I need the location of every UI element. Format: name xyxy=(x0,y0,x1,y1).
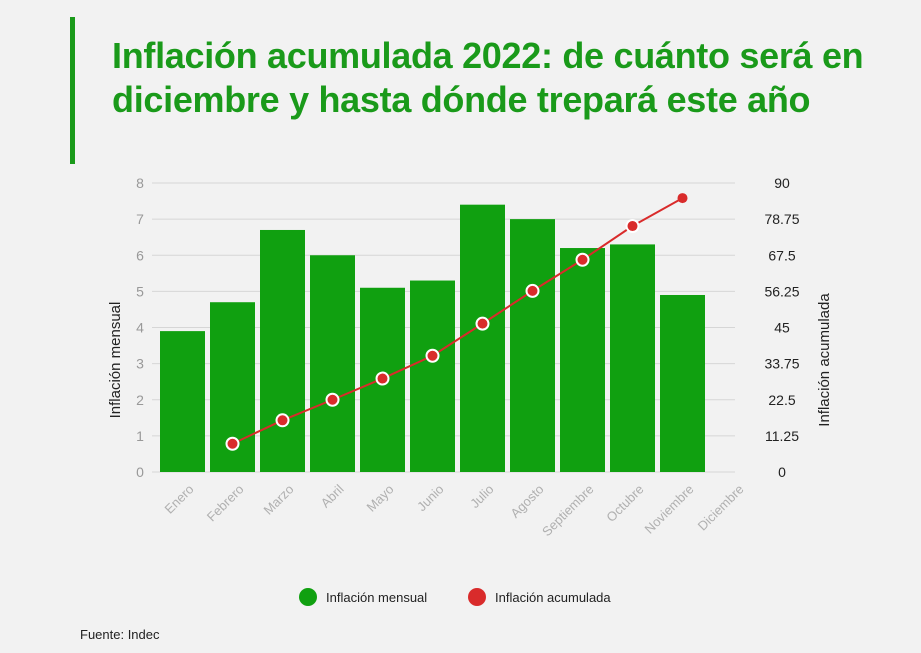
y-tick-label-left: 7 xyxy=(136,211,144,227)
x-tick-label: Diciembre xyxy=(695,482,747,534)
bar-octubre xyxy=(610,244,655,472)
source-note: Fuente: Indec xyxy=(80,627,160,642)
bar-agosto xyxy=(510,219,555,472)
y-tick-label-right: 11.25 xyxy=(765,428,799,444)
x-tick-label: Mayo xyxy=(364,482,397,515)
line-point xyxy=(275,413,290,428)
y-tick-label-right: 56.25 xyxy=(764,283,799,299)
y-tick-label-left: 5 xyxy=(136,283,144,299)
x-tick-label: Junio xyxy=(414,482,447,515)
y-tick-label-right: 0 xyxy=(778,464,786,480)
x-tick-label: Abril xyxy=(318,481,347,510)
y-tick-label-left: 6 xyxy=(136,247,144,263)
legend-marker-bar xyxy=(299,588,317,606)
bar-septiembre xyxy=(560,248,605,472)
line-inflacion-acumulada xyxy=(232,197,683,445)
y-tick-label-left: 2 xyxy=(136,392,144,408)
page-title: Inflación acumulada 2022: de cuánto será… xyxy=(112,35,864,120)
y-tick-label-right: 90 xyxy=(774,175,790,191)
bar-enero xyxy=(160,331,205,472)
legend-label-line: Inflación acumulada xyxy=(495,590,611,605)
bar-noviembre xyxy=(660,294,705,472)
y-tick-label-left: 8 xyxy=(136,175,144,191)
line-point xyxy=(425,348,440,363)
y-tick-label-right: 33.75 xyxy=(764,356,799,372)
x-tick-label: Enero xyxy=(161,482,196,517)
line-point xyxy=(375,371,390,386)
legend-marker-line xyxy=(468,588,486,606)
x-tick-label: Marzo xyxy=(260,482,296,518)
y-tick-label-right: 78.75 xyxy=(764,211,799,227)
y-axis-title-left: Inflación mensual xyxy=(107,302,124,419)
y-tick-label-left: 0 xyxy=(136,464,144,480)
x-tick-label: Febrero xyxy=(204,482,247,525)
line-point xyxy=(575,252,590,267)
y-tick-label-right: 45 xyxy=(774,320,790,336)
y-tick-label-right: 67.5 xyxy=(768,247,795,263)
y-tick-label-left: 4 xyxy=(136,320,144,336)
title-accent-bar xyxy=(70,17,75,164)
y-tick-label-left: 1 xyxy=(136,428,144,444)
x-tick-label: Agosto xyxy=(507,482,546,521)
line-point xyxy=(525,283,540,298)
y-axis-title-right: Inflación acumulada xyxy=(816,293,833,427)
legend-label-bar: Inflación mensual xyxy=(326,590,427,605)
bar-junio xyxy=(410,280,455,472)
bar-abril xyxy=(310,255,355,472)
x-tick-label: Julio xyxy=(467,482,497,512)
x-tick-label: Noviembre xyxy=(642,482,697,537)
line-point xyxy=(475,316,490,331)
line-point xyxy=(625,219,640,234)
x-tick-label: Octubre xyxy=(603,482,646,525)
bar-marzo xyxy=(260,229,305,472)
line-point xyxy=(325,392,340,407)
bar-julio xyxy=(460,204,505,473)
line-point xyxy=(677,193,688,204)
x-tick-label: Septiembre xyxy=(539,482,597,540)
y-tick-label-left: 3 xyxy=(136,356,144,372)
line-point xyxy=(225,436,240,451)
y-tick-label-right: 22.5 xyxy=(768,392,795,408)
